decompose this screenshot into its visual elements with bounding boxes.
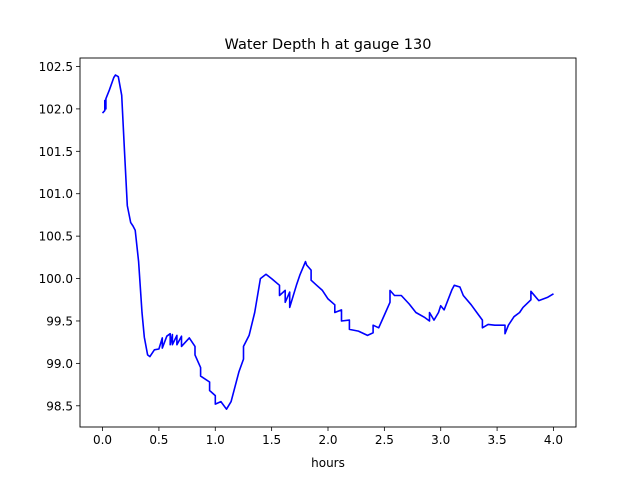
y-tick-label: 99.5 [46, 314, 73, 328]
y-tick-label: 98.5 [46, 399, 73, 413]
y-tick-label: 102.0 [39, 102, 73, 116]
x-tick-label: 3.0 [431, 433, 450, 447]
y-tick-label: 102.5 [39, 60, 73, 74]
y-tick-label: 101.0 [39, 187, 73, 201]
x-tick-label: 1.0 [206, 433, 225, 447]
x-axis-label: hours [311, 456, 345, 470]
x-axis: 0.0 0.5 1.0 1.5 2.0 2.5 3.0 3.5 4.0 [93, 427, 563, 447]
x-tick-label: 3.5 [488, 433, 507, 447]
x-tick-label: 0.0 [93, 433, 112, 447]
x-tick-label: 2.0 [318, 433, 337, 447]
y-tick-label: 100.0 [39, 272, 73, 286]
y-axis: 98.5 99.0 99.5 100.0 100.5 101.0 101.5 102.0 102… [39, 60, 80, 413]
x-tick-label: 4.0 [544, 433, 563, 447]
y-tick-label: 100.5 [39, 230, 73, 244]
x-tick-label: 1.5 [262, 433, 281, 447]
chart-title: Water Depth h at gauge 130 [225, 37, 432, 53]
y-tick-label: 99.0 [46, 357, 73, 371]
y-tick-label: 101.5 [39, 145, 73, 159]
plot-frame [79, 57, 577, 428]
series-line-h [101, 74, 554, 410]
x-tick-label: 0.5 [149, 433, 168, 447]
x-tick-label: 2.5 [375, 433, 394, 447]
